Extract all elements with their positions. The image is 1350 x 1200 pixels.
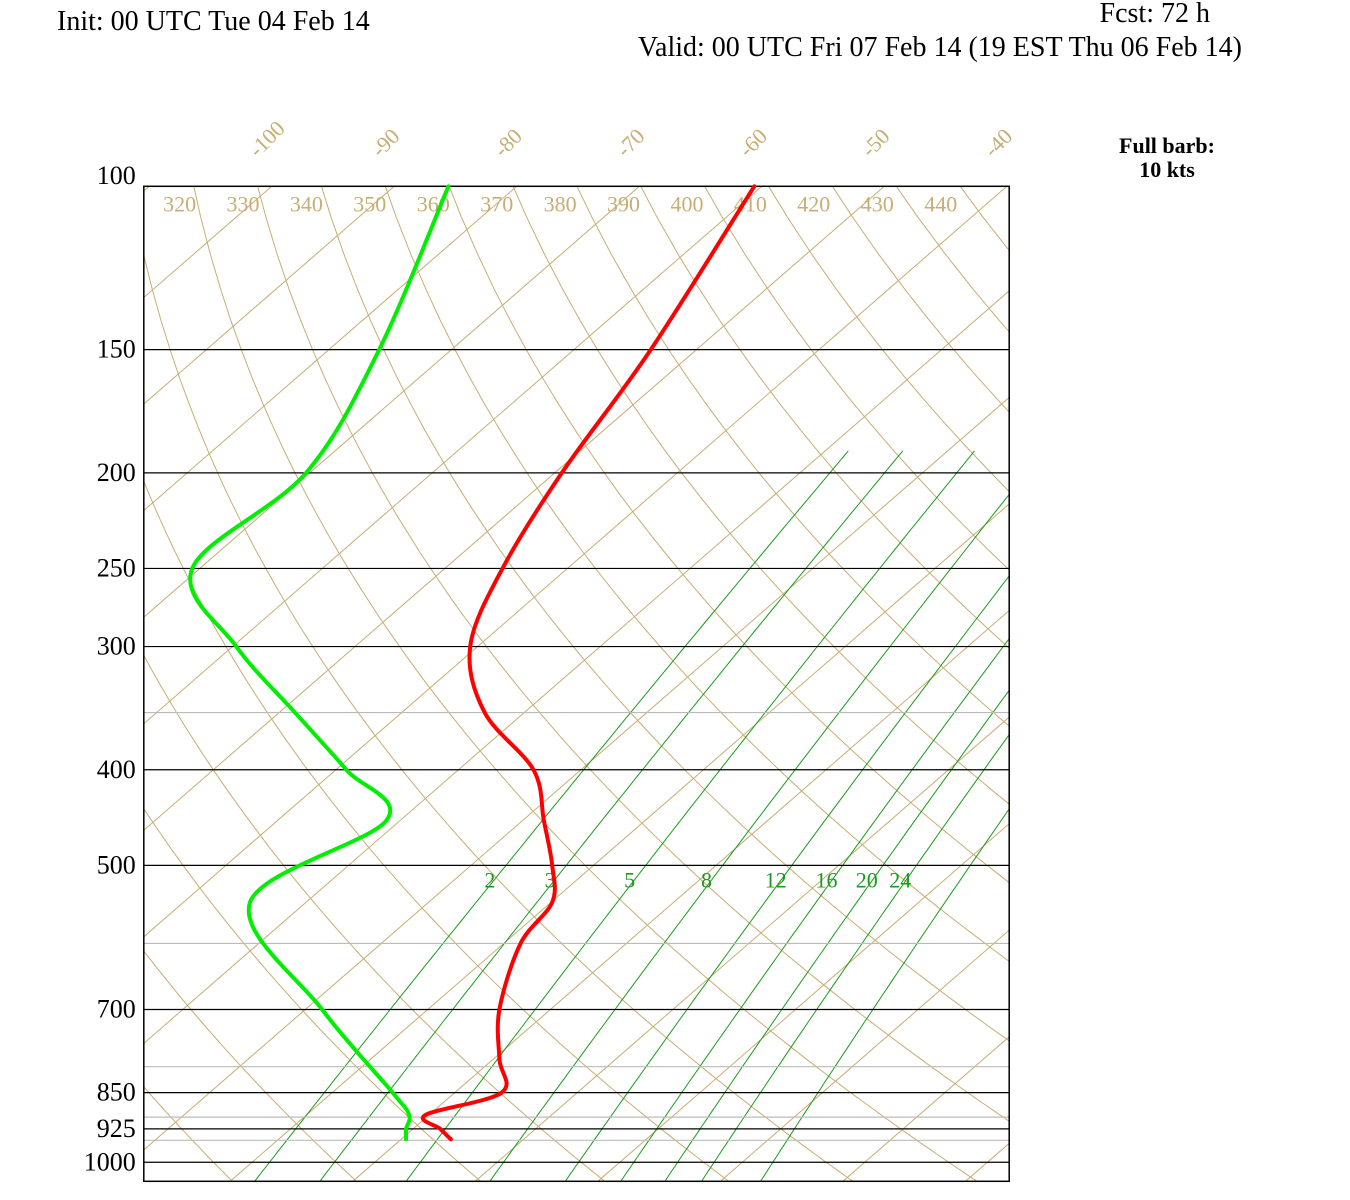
svg-text:440: 440: [924, 191, 957, 216]
svg-text:700: 700: [97, 995, 136, 1024]
svg-text:925: 925: [97, 1114, 136, 1143]
svg-text:350: 350: [353, 191, 386, 216]
svg-text:250: 250: [97, 553, 136, 582]
svg-text:200: 200: [97, 458, 136, 487]
svg-text:1000: 1000: [84, 1147, 136, 1176]
svg-text:150: 150: [97, 335, 136, 364]
svg-text:320: 320: [163, 191, 196, 216]
svg-text:Fcst: 72 h: Fcst: 72 h: [1100, 0, 1210, 29]
svg-text:10 kts: 10 kts: [1139, 157, 1195, 182]
svg-text:Full barb:: Full barb:: [1119, 133, 1215, 158]
svg-text:8: 8: [701, 867, 712, 892]
svg-text:430: 430: [861, 191, 894, 216]
svg-text:12: 12: [765, 867, 787, 892]
svg-text:850: 850: [97, 1078, 136, 1107]
svg-text:330: 330: [227, 191, 260, 216]
svg-text:420: 420: [797, 191, 830, 216]
svg-text:Valid: 00 UTC Fri 07 Feb 14 (1: Valid: 00 UTC Fri 07 Feb 14 (19 EST Thu …: [638, 32, 1242, 63]
svg-text:340: 340: [290, 191, 323, 216]
svg-text:20: 20: [856, 867, 878, 892]
svg-text:2: 2: [484, 867, 495, 892]
svg-text:400: 400: [671, 191, 704, 216]
svg-text:Init: 00 UTC Tue 04 Feb 14: Init: 00 UTC Tue 04 Feb 14: [57, 6, 370, 37]
svg-text:500: 500: [97, 850, 136, 879]
svg-text:100: 100: [97, 161, 136, 190]
svg-text:24: 24: [889, 867, 911, 892]
svg-text:300: 300: [97, 632, 136, 661]
svg-text:16: 16: [816, 867, 838, 892]
svg-text:400: 400: [97, 755, 136, 784]
svg-text:370: 370: [480, 191, 513, 216]
svg-text:380: 380: [544, 191, 577, 216]
svg-text:390: 390: [607, 191, 640, 216]
svg-text:5: 5: [624, 867, 635, 892]
